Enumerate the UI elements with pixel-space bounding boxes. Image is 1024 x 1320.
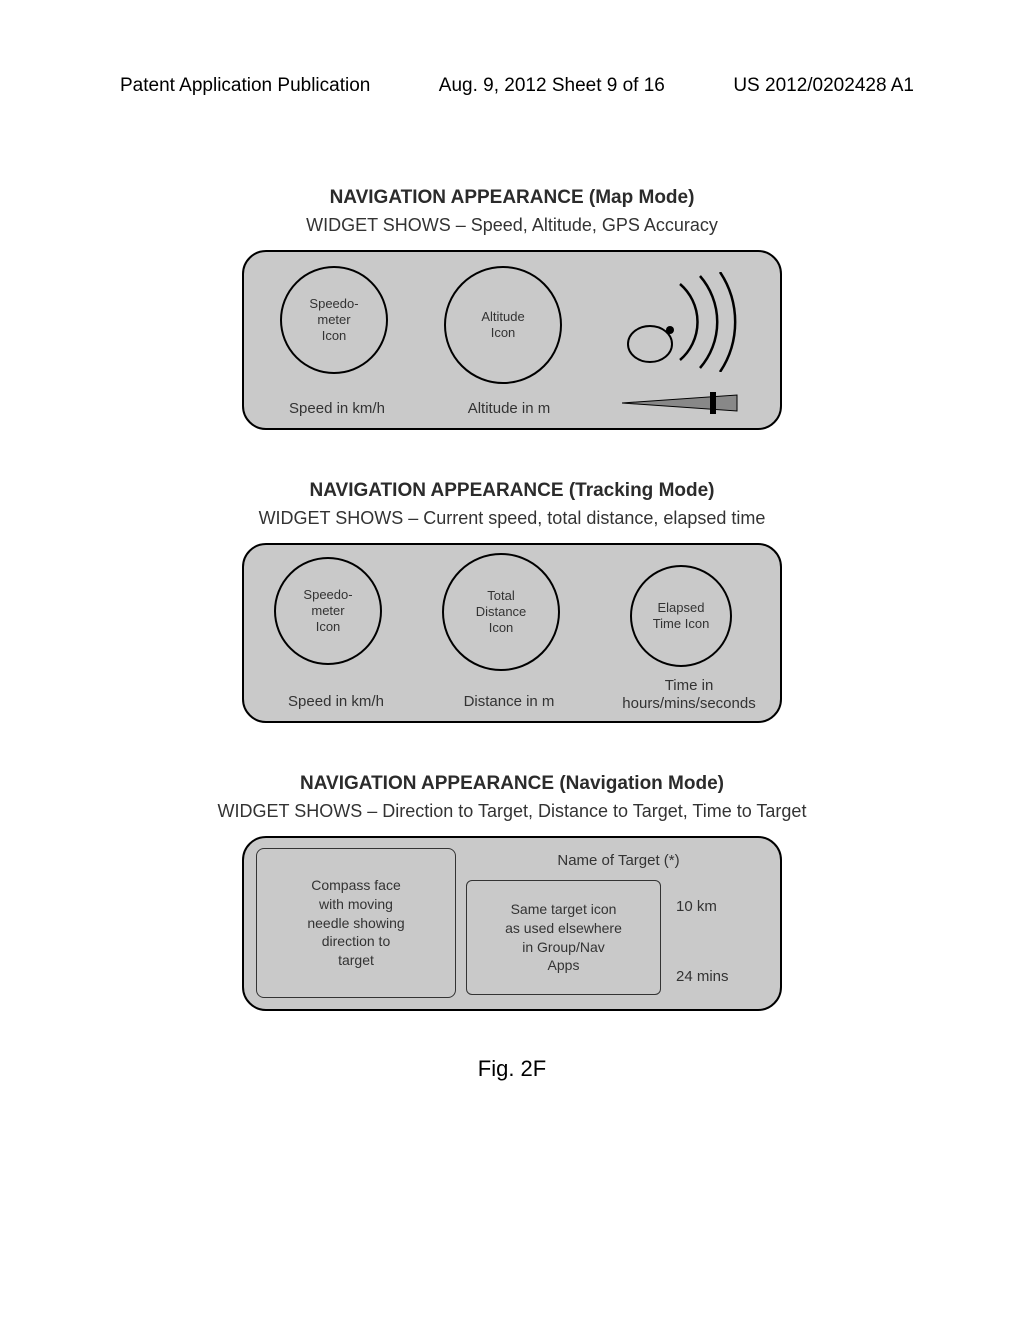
tracking-speed-label: Speed in km/h: [266, 693, 406, 710]
tracking-title: NAVIGATION APPEARANCE (Tracking Mode): [0, 480, 1024, 502]
tracking-distance-label: Distance in m: [439, 693, 579, 710]
map-subtitle: WIDGET SHOWS – Speed, Altitude, GPS Accu…: [0, 215, 1024, 236]
patent-header: Patent Application Publication Aug. 9, 2…: [0, 0, 1024, 107]
altitude-icon: Altitude Icon: [444, 266, 562, 384]
speedometer-icon: Speedo- meter Icon: [274, 557, 382, 665]
tracking-subtitle: WIDGET SHOWS – Current speed, total dist…: [0, 508, 1024, 529]
map-altitude-label: Altitude in m: [444, 400, 574, 417]
map-widget-panel: Speedo- meter Icon Altitude Icon Speed i…: [242, 250, 782, 430]
nav-right-region: Name of Target (*) Same target icon as u…: [466, 848, 771, 998]
elapsed-time-icon: Elapsed Time Icon: [630, 565, 732, 667]
page: Patent Application Publication Aug. 9, 2…: [0, 0, 1024, 1082]
tracking-time-label: Time in hours/mins/seconds: [604, 677, 774, 713]
navigation-subtitle: WIDGET SHOWS – Direction to Target, Dist…: [0, 801, 1024, 822]
navigation-title: NAVIGATION APPEARANCE (Navigation Mode): [0, 773, 1024, 795]
time-to-target: 24 mins: [676, 968, 729, 985]
navigation-widget-panel: Compass face with moving needle showing …: [242, 836, 782, 1011]
target-icon-box: Same target icon as used elsewhere in Gr…: [466, 880, 661, 995]
speedometer-icon: Speedo- meter Icon: [280, 266, 388, 374]
header-center: Aug. 9, 2012 Sheet 9 of 16: [439, 75, 665, 97]
header-left: Patent Application Publication: [120, 75, 370, 97]
distance-icon: Total Distance Icon: [442, 553, 560, 671]
compass-face-box: Compass face with moving needle showing …: [256, 848, 456, 998]
section-tracking-mode: NAVIGATION APPEARANCE (Tracking Mode) WI…: [0, 480, 1024, 723]
gps-accuracy-icon: [622, 272, 762, 372]
map-speed-label: Speed in km/h: [272, 400, 402, 417]
header-right: US 2012/0202428 A1: [733, 75, 914, 97]
distance-to-target: 10 km: [676, 898, 717, 915]
section-navigation-mode: NAVIGATION APPEARANCE (Navigation Mode) …: [0, 773, 1024, 1011]
section-map-mode: NAVIGATION APPEARANCE (Map Mode) WIDGET …: [0, 187, 1024, 430]
figure-label: Fig. 2F: [0, 1056, 1024, 1082]
target-name-label: Name of Target (*): [466, 852, 771, 869]
tracking-widget-panel: Speedo- meter Icon Total Distance Icon E…: [242, 543, 782, 723]
map-title: NAVIGATION APPEARANCE (Map Mode): [0, 187, 1024, 209]
accuracy-slider-icon: [622, 392, 762, 414]
